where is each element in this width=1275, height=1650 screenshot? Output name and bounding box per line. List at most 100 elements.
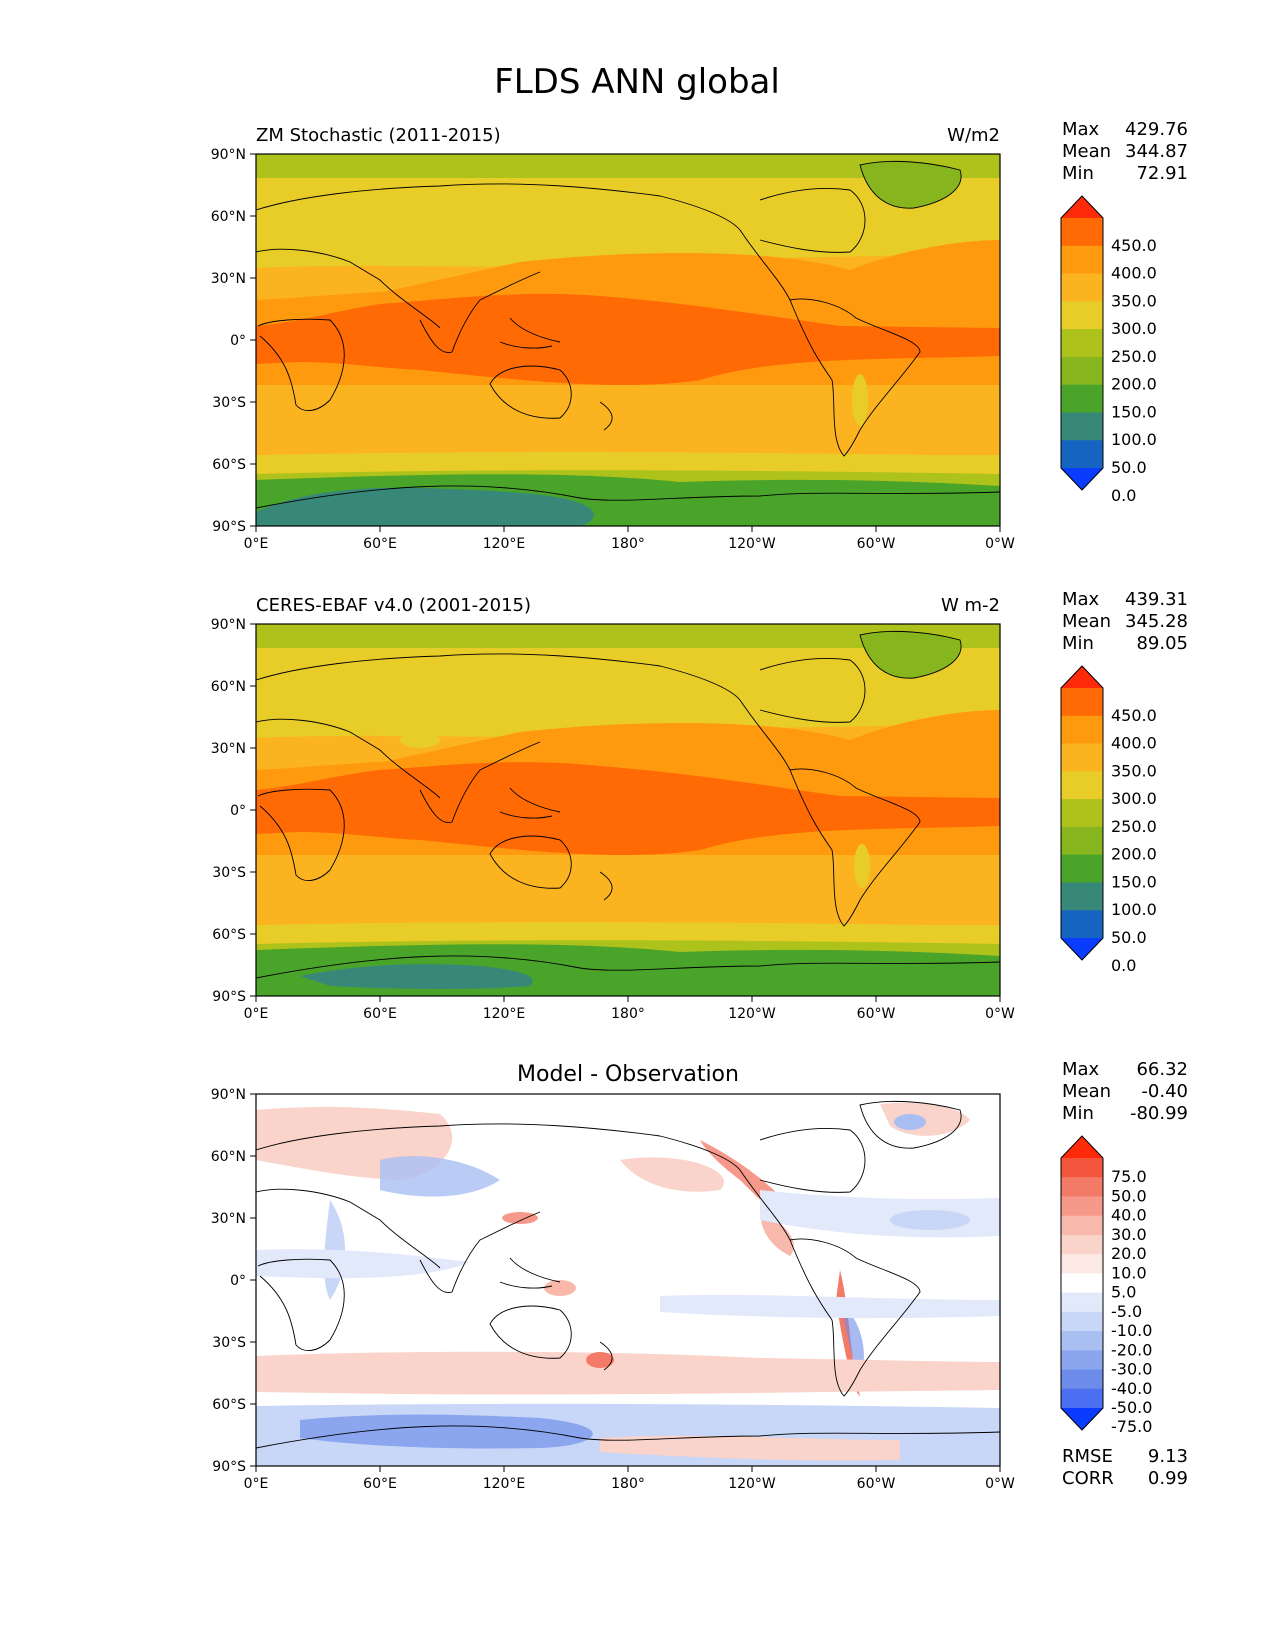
y-tick-label: 60°S (212, 457, 246, 473)
colorbar-swatch (1061, 715, 1103, 745)
stat-rmse-label: RMSE (1062, 1446, 1113, 1467)
colorbar-label: -20.0 (1111, 1340, 1152, 1359)
x-tick-label: 0°W (985, 1476, 1015, 1492)
stat-mean-value: 345.28 (1125, 611, 1188, 632)
x-tick-label: 120°E (483, 1476, 526, 1492)
colorbar-swatch (1061, 1350, 1103, 1371)
colorbar-swatch (1061, 688, 1103, 717)
colorbar-swatch (1061, 412, 1103, 441)
colorbar-swatch (1061, 799, 1103, 828)
colorbar-label: 100.0 (1111, 900, 1157, 919)
colorbar-label: 75.0 (1111, 1167, 1147, 1186)
colorbar-label: 50.0 (1111, 458, 1147, 477)
colorbar-swatch (1061, 1292, 1103, 1313)
stat-max-label: Max (1062, 589, 1100, 610)
colorbar-extend-min (1061, 1408, 1103, 1430)
x-tick-label: 120°E (483, 536, 526, 552)
x-tick-label: 0°E (244, 1476, 269, 1492)
colorbar-label: 400.0 (1111, 734, 1157, 753)
colorbar-swatch (1061, 273, 1103, 302)
x-tick-label: 0°E (244, 1006, 269, 1022)
x-tick-label: 60°E (363, 1006, 397, 1022)
colorbar-extend-min (1061, 938, 1103, 960)
colorbar-label: 300.0 (1111, 319, 1157, 338)
y-tick-label: 60°N (211, 679, 246, 695)
colorbar-label: 450.0 (1111, 236, 1157, 255)
colorbar-label: 450.0 (1111, 706, 1157, 725)
colorbar-model: 450.0 400.0 350.0 300.0 250.0 200.0 150.0 100.0… (1060, 195, 1157, 505)
x-tick-label: 120°W (728, 536, 776, 552)
map-model (256, 154, 1000, 526)
colorbar-extend-max (1061, 196, 1103, 218)
coastlines-model (256, 160, 1000, 509)
colorbar-label: 200.0 (1111, 375, 1157, 394)
stat-min-value: -80.99 (1130, 1103, 1188, 1124)
colorbar-swatch (1061, 1254, 1103, 1274)
stat-max-label: Max (1062, 1059, 1100, 1080)
colorbar-label: -30.0 (1111, 1360, 1152, 1379)
colorbar-label: 50.0 (1111, 928, 1147, 947)
colorbar-label: 20.0 (1111, 1244, 1147, 1263)
colorbar-label: 300.0 (1111, 789, 1157, 808)
x-tick-label: 0°W (985, 1006, 1015, 1022)
stat-min-value: 89.05 (1136, 633, 1188, 654)
y-tick-label: 90°S (212, 1459, 246, 1475)
colorbar-label: 100.0 (1111, 430, 1157, 449)
y-tick-label: 0° (230, 1273, 246, 1289)
y-tick-label: 60°N (211, 209, 246, 225)
stat-corr-value: 0.99 (1148, 1468, 1188, 1489)
stat-mean-value: -0.40 (1141, 1081, 1188, 1102)
x-tick-label: 120°W (728, 1006, 776, 1022)
y-tick-label: 90°N (211, 1087, 246, 1103)
colorbar-swatch (1061, 910, 1103, 939)
colorbar-label: 350.0 (1111, 291, 1157, 310)
stat-min-label: Min (1062, 163, 1094, 184)
colorbar-label: 400.0 (1111, 264, 1157, 283)
y-tick-label: 30°S (212, 1335, 246, 1351)
x-tick-label: 120°W (728, 1476, 776, 1492)
colorbar-swatch (1061, 329, 1103, 358)
panel-units-observation: W m-2 (941, 595, 1000, 616)
y-tick-label: 0° (230, 333, 246, 349)
colorbar-outline (1060, 195, 1104, 491)
colorbar-label: 0.0 (1111, 956, 1136, 975)
colorbar-swatch (1061, 218, 1103, 247)
x-tick-label: 60°E (363, 536, 397, 552)
colorbar-label: 50.0 (1111, 1186, 1147, 1205)
colorbar-swatch (1061, 771, 1103, 800)
colorbar-extend-max (1061, 1136, 1103, 1158)
coastlines-difference (256, 1100, 1000, 1449)
coastlines-observation (256, 630, 1000, 979)
panel-model: 90°N 60°N 30°N 0° 30°S 60°S 90°S 0°E 60°E 120°E 1… (211, 119, 1188, 552)
x-tick-label: 180° (611, 1476, 645, 1492)
y-tick-label: 90°S (212, 989, 246, 1005)
colorbar-swatch (1061, 1273, 1103, 1294)
colorbar-label: 350.0 (1111, 761, 1157, 780)
y-tick-label: 60°S (212, 927, 246, 943)
y-tick-label: 30°S (212, 865, 246, 881)
colorbar-label: -50.0 (1111, 1398, 1152, 1417)
colorbar-label: 40.0 (1111, 1206, 1147, 1225)
colorbar-swatch (1061, 826, 1103, 856)
y-tick-label: 60°N (211, 1149, 246, 1165)
colorbar-swatch (1061, 1388, 1103, 1409)
stat-mean-value: 344.87 (1125, 141, 1188, 162)
y-tick-label: 90°S (212, 519, 246, 535)
stat-corr-label: CORR (1062, 1468, 1114, 1489)
colorbar-difference: 75.050.040.030.020.010.05.0-5.0-10.0-20.… (1060, 1135, 1152, 1436)
colorbar-label: 150.0 (1111, 872, 1157, 891)
colorbar-label: 150.0 (1111, 402, 1157, 421)
colorbar-outline (1060, 665, 1104, 961)
colorbar-label: 30.0 (1111, 1225, 1147, 1244)
colorbar-label: 5.0 (1111, 1283, 1136, 1302)
panel-units-model: W/m2 (947, 125, 1000, 146)
colorbar-label: 10.0 (1111, 1263, 1147, 1282)
y-tick-label: 60°S (212, 1397, 246, 1413)
stat-min-label: Min (1062, 633, 1094, 654)
stat-min-value: 72.91 (1136, 163, 1188, 184)
panel-title-model: ZM Stochastic (2011-2015) (256, 125, 501, 146)
panel-difference: 90°N 60°N 30°N 0° 30°S 60°S 90°S 0°E 60°E 120°E 1… (211, 1059, 1188, 1492)
y-tick-label: 90°N (211, 147, 246, 163)
stat-mean-label: Mean (1062, 611, 1111, 632)
stat-max-value: 439.31 (1125, 589, 1188, 610)
